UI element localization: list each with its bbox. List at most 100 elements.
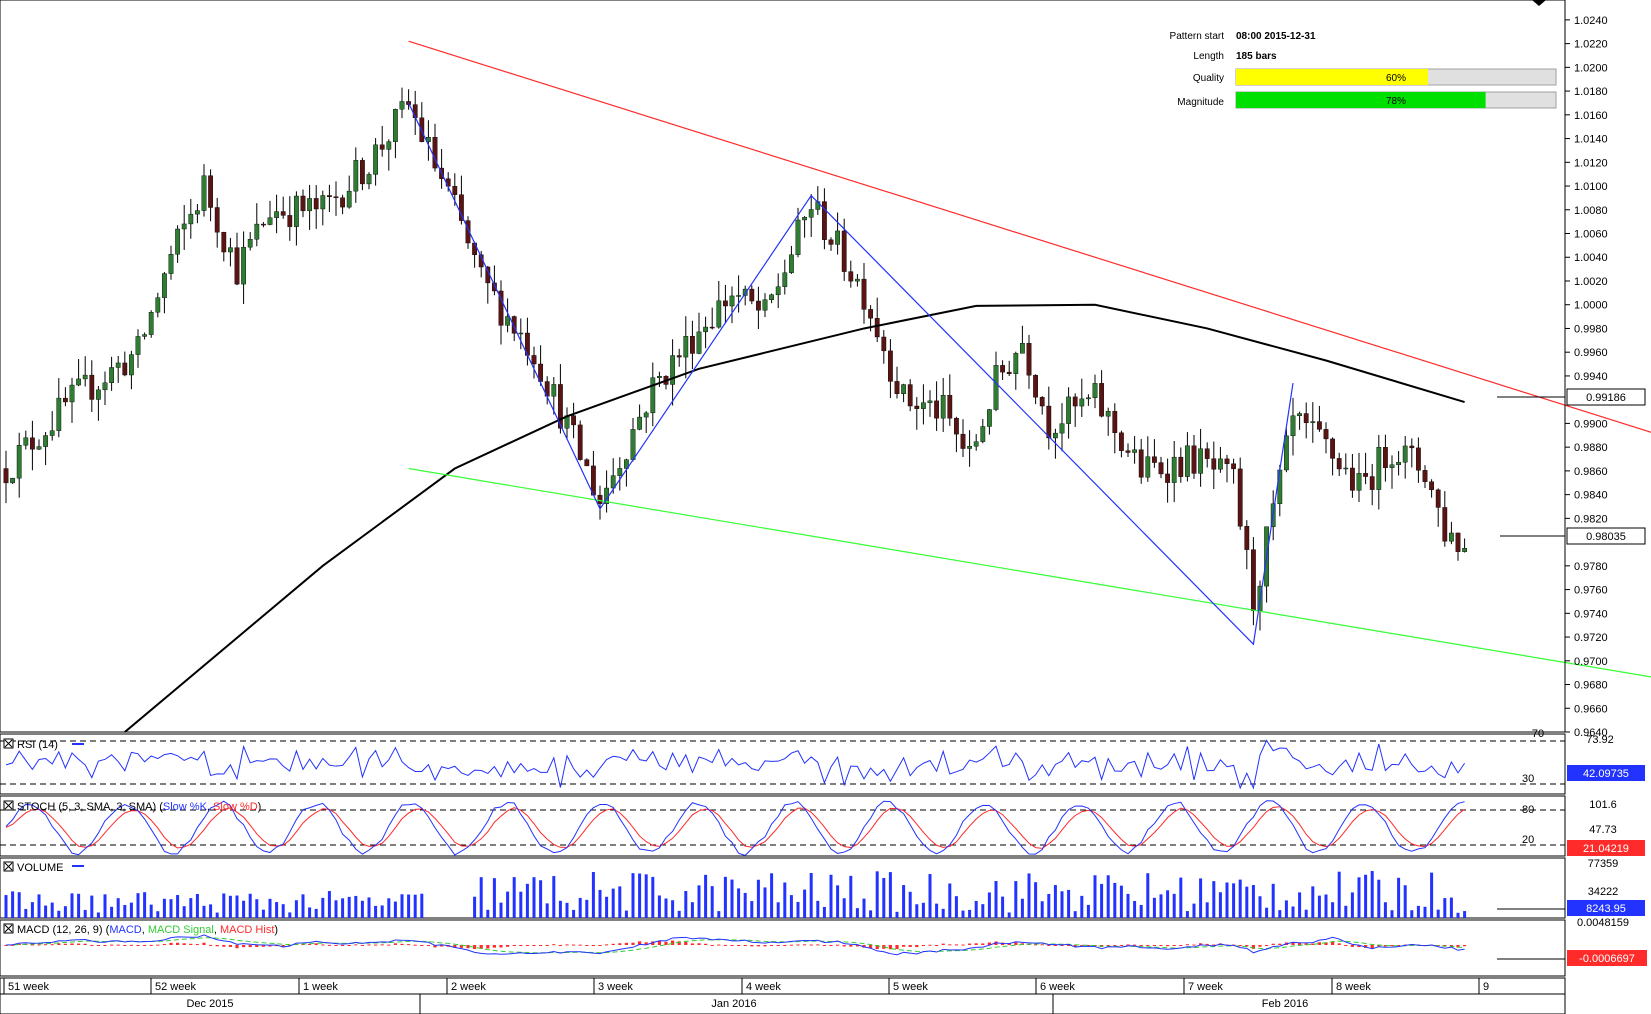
volume-bar bbox=[380, 905, 384, 918]
volume-bar bbox=[1020, 898, 1024, 918]
candle-bear bbox=[30, 437, 35, 450]
candle-bear bbox=[1231, 463, 1237, 470]
macd-hist-label: MACD Hist bbox=[220, 924, 274, 936]
candle-bear bbox=[379, 144, 385, 150]
stoch-pane[interactable]: STOCH (5, 3, SMA, 3, SMA) (Slow %K, Slow… bbox=[0, 795, 1645, 857]
candle-bear bbox=[888, 350, 893, 382]
volume-bar bbox=[1172, 893, 1176, 918]
candle-bull bbox=[194, 210, 200, 215]
macd-hist-bar bbox=[182, 943, 186, 945]
macd-hist-bar bbox=[690, 943, 694, 945]
candle-bear bbox=[3, 468, 9, 484]
price-pane[interactable] bbox=[0, 0, 1651, 733]
volume-bar bbox=[116, 898, 120, 918]
macd-hist-bar bbox=[572, 944, 576, 946]
candle-bull bbox=[1402, 445, 1408, 463]
volume-bar bbox=[558, 900, 562, 918]
volume-bar bbox=[935, 903, 939, 918]
volume-bar bbox=[862, 898, 866, 918]
macd-hist-bar bbox=[83, 943, 87, 945]
candle-bull bbox=[76, 378, 82, 386]
volume-bar bbox=[519, 891, 523, 918]
volume-bar bbox=[677, 910, 681, 918]
macd-line bbox=[5, 934, 1465, 956]
pattern-start-value: 08:00 2015-12-31 bbox=[1236, 31, 1316, 42]
stoch-title-suffix: ) bbox=[258, 801, 262, 813]
volume-bar bbox=[1278, 910, 1282, 918]
volume-bar bbox=[354, 895, 358, 918]
stoch-slow-k-line bbox=[5, 800, 1465, 856]
macd-hist-bar bbox=[631, 942, 635, 945]
candle-bear bbox=[1118, 432, 1124, 451]
macd-hist-bar bbox=[301, 944, 305, 946]
macd-hist-bar bbox=[585, 945, 589, 946]
macd-hist-bar bbox=[842, 945, 846, 947]
macd-hist-bar bbox=[875, 945, 879, 950]
week-label: 1 week bbox=[303, 981, 338, 993]
rsi-low-label: 30 bbox=[1522, 773, 1534, 785]
candle-bear bbox=[122, 362, 128, 376]
macd-hist-bar bbox=[809, 944, 813, 946]
candle-bear bbox=[465, 220, 471, 244]
macd-hist-bar bbox=[1456, 945, 1460, 948]
macd-hist-bar bbox=[1034, 944, 1038, 946]
volume-bar bbox=[1212, 881, 1216, 918]
price-tick-label: 0.9980 bbox=[1574, 323, 1608, 335]
candle-bear bbox=[1316, 421, 1322, 430]
volume-bar bbox=[829, 874, 833, 918]
candle-bear bbox=[1244, 526, 1250, 550]
volume-bar bbox=[1291, 906, 1295, 918]
candle-bull bbox=[610, 475, 616, 489]
volume-bar bbox=[1430, 872, 1434, 918]
volume-bar bbox=[737, 888, 741, 918]
volume-bar bbox=[638, 873, 642, 918]
volume-bar bbox=[1456, 912, 1460, 918]
volume-bar bbox=[671, 900, 675, 918]
macd-hist-bar bbox=[169, 942, 173, 945]
rsi-pane[interactable]: RSI (14) 70 73.92 30 42.09735 bbox=[0, 728, 1645, 795]
macd-hist-bar bbox=[1185, 944, 1189, 946]
candle-bear bbox=[584, 459, 590, 467]
resistance-trendline bbox=[408, 40, 1651, 433]
volume-bar bbox=[902, 885, 906, 918]
candle-bull bbox=[736, 295, 742, 297]
volume-pane[interactable]: VOLUME 77359 34222 8243.95 bbox=[0, 857, 1645, 919]
volume-bar bbox=[545, 903, 549, 918]
volume-bar bbox=[697, 885, 701, 918]
candle-bear bbox=[749, 288, 755, 302]
macd-hist-bar bbox=[426, 945, 430, 946]
macd-hist-bar bbox=[987, 942, 991, 945]
candle-bull bbox=[1448, 532, 1454, 542]
pattern-info-box: Pattern start 08:00 2015-12-31 Length 18… bbox=[1170, 31, 1557, 109]
candle-bull bbox=[643, 412, 649, 418]
candle-bear bbox=[1415, 447, 1421, 471]
volume-bar bbox=[1436, 909, 1440, 918]
macd-pane[interactable]: MACD (12, 26, 9) (MACD, MACD Signal, MAC… bbox=[0, 917, 1647, 977]
candle-bull bbox=[386, 141, 392, 150]
candle-bull bbox=[1145, 456, 1151, 478]
macd-hist-bar bbox=[149, 944, 153, 946]
rsi-line bbox=[5, 739, 1466, 790]
macd-hist-bar bbox=[565, 944, 569, 946]
volume-bar bbox=[202, 905, 206, 918]
candle-bull bbox=[1290, 415, 1296, 437]
candle-bull bbox=[43, 435, 49, 447]
candle-bear bbox=[214, 207, 220, 233]
price-tick-label: 1.0080 bbox=[1574, 205, 1608, 217]
candle-bear bbox=[1349, 467, 1355, 491]
volume-bar bbox=[360, 900, 364, 918]
support-trendline bbox=[408, 467, 1651, 678]
macd-hist-bar bbox=[789, 944, 793, 946]
candle-bear bbox=[868, 309, 874, 319]
macd-signal-label: MACD Signal bbox=[148, 924, 214, 936]
macd-hist-bar bbox=[1133, 944, 1137, 946]
volume-bar bbox=[169, 899, 173, 918]
candle-bear bbox=[498, 290, 504, 326]
candle-bull bbox=[1217, 458, 1223, 470]
volume-bar bbox=[506, 891, 510, 918]
price-axis: 1.0240 1.0220 1.0200 1.0180 1.0160 1.0140 1.01… bbox=[1564, 0, 1608, 739]
candle-bear bbox=[1178, 456, 1184, 477]
macd-hist-bar bbox=[1397, 945, 1401, 946]
corner-arrow-icon[interactable] bbox=[1532, 0, 1546, 6]
macd-hist-bar bbox=[222, 945, 226, 947]
